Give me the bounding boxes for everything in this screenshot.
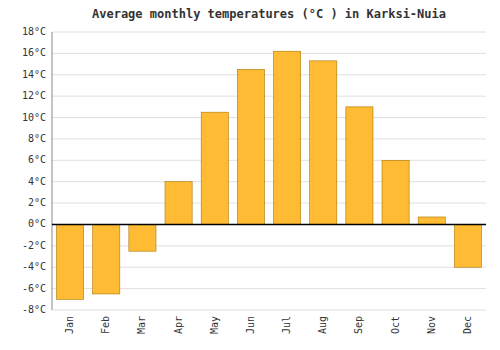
bar: [454, 224, 481, 267]
zero-line: [52, 224, 486, 226]
y-tick-label: 0°C: [28, 218, 46, 229]
y-tick-label: 18°C: [22, 26, 46, 37]
y-tick-label: 8°C: [28, 133, 46, 144]
x-tick-label: Feb: [100, 316, 111, 334]
x-tick-label: May: [209, 316, 220, 334]
x-axis: Jan Feb Mar Apr May Jun Jul Aug Sep Oct Nov Dec: [64, 316, 473, 334]
x-tick-label: Jul: [281, 316, 292, 334]
y-tick-label: -2°C: [22, 240, 46, 251]
grid: [52, 32, 486, 310]
bar: [382, 160, 409, 224]
x-tick-label: Jan: [64, 316, 75, 334]
y-axis: -8°C -6°C -4°C -2°C 0°C 2°C 4°C 6°C 8°C 10°C 12°C 1…: [22, 26, 52, 315]
grid-line: [52, 138, 486, 139]
x-tick-label: Sep: [353, 316, 364, 334]
x-tick-label: Mar: [136, 316, 147, 334]
y-tick-label: 10°C: [22, 112, 46, 123]
bar: [201, 112, 228, 224]
bar: [310, 61, 337, 225]
chart-root: -8°C -6°C -4°C -2°C 0°C 2°C 4°C 6°C 8°C 10°C 12°C 1…: [0, 0, 500, 350]
y-tick-label: 4°C: [28, 176, 46, 187]
x-tick-label: Aug: [317, 316, 328, 334]
grid-line: [52, 74, 486, 75]
y-tick-label: 2°C: [28, 197, 46, 208]
bar: [346, 107, 373, 225]
grid-line: [52, 160, 486, 161]
grid-line: [52, 310, 486, 311]
y-tick-label: -8°C: [22, 304, 46, 315]
y-tick-label: 12°C: [22, 90, 46, 101]
x-tick-label: Apr: [173, 316, 184, 334]
x-tick-label: Nov: [426, 316, 437, 334]
y-axis-line: [52, 32, 53, 310]
bar: [274, 51, 301, 224]
chart-svg: -8°C -6°C -4°C -2°C 0°C 2°C 4°C 6°C 8°C 10°C 12°C 1…: [0, 0, 500, 350]
x-tick-label: Oct: [390, 316, 401, 334]
bar: [93, 224, 120, 294]
grid-line: [52, 181, 486, 182]
bar: [165, 182, 192, 225]
bars: [57, 51, 482, 299]
y-tick-label: -6°C: [22, 283, 46, 294]
grid-line: [52, 224, 486, 225]
y-tick-label: 16°C: [22, 47, 46, 58]
x-tick-label: Jun: [245, 316, 256, 334]
title: Average monthly temperatures (°C ) in Ka…: [92, 7, 446, 21]
x-tick-label: Dec: [462, 316, 473, 334]
bar: [418, 217, 445, 224]
bar: [129, 224, 156, 251]
y-tick-label: -4°C: [22, 261, 46, 272]
y-tick-label: 14°C: [22, 69, 46, 80]
grid-line: [52, 96, 486, 97]
grid-line: [52, 203, 486, 204]
grid-line: [52, 53, 486, 54]
grid-line: [52, 117, 486, 118]
bar: [237, 69, 264, 224]
y-tick-label: 6°C: [28, 154, 46, 165]
bar: [57, 224, 84, 299]
grid-line: [52, 32, 486, 33]
